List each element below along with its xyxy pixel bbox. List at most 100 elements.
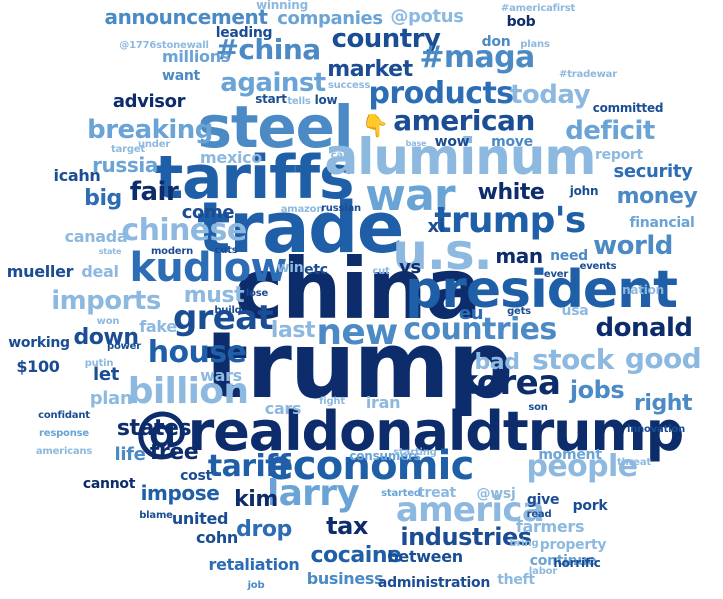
word-cloud-term: market xyxy=(327,57,413,82)
word-cloud-term: etc xyxy=(304,262,328,278)
word-cloud-term: bob xyxy=(506,14,536,30)
word-cloud-term: aluminum xyxy=(324,128,596,186)
word-cloud-term: bad xyxy=(474,350,520,375)
word-cloud-term: leading xyxy=(215,25,273,41)
word-cloud-term: report xyxy=(595,147,643,163)
pointing-hand-emoji-icon: 👇 xyxy=(361,114,389,139)
word-cloud-term: putin xyxy=(84,358,114,369)
word-cloud-term: advisor xyxy=(112,91,186,112)
word-cloud-term: financial xyxy=(629,215,695,231)
word-cloud-term: jobs xyxy=(569,376,625,404)
word-cloud-term: between xyxy=(387,547,463,566)
word-cloud-term: against xyxy=(220,68,326,98)
word-cloud-term: want xyxy=(162,68,200,84)
word-cloud-term: industries xyxy=(400,523,532,551)
word-cloud-term: must xyxy=(183,283,245,308)
word-cloud-term: canada xyxy=(64,227,128,246)
word-cloud-term: steel xyxy=(197,93,353,161)
word-cloud-term: power xyxy=(107,341,141,352)
word-cloud-term: drop xyxy=(236,517,292,542)
word-cloud-term: house xyxy=(147,335,247,370)
word-cloud-term: job xyxy=(247,580,265,591)
word-cloud-term: #americafirst xyxy=(500,3,576,14)
word-cloud-term: people xyxy=(526,449,639,484)
word-cloud-term: china xyxy=(233,240,482,338)
word-cloud-term: stock xyxy=(532,343,614,376)
word-cloud-term: cars xyxy=(264,399,302,418)
word-cloud-term: response xyxy=(39,428,89,439)
word-cloud-term: man xyxy=(495,244,543,268)
word-cloud-term: don xyxy=(481,34,511,50)
word-cloud-term: president xyxy=(405,260,678,320)
word-cloud-term: retaliation xyxy=(208,555,300,574)
word-cloud-term: innovation xyxy=(626,424,686,435)
word-cloud-term: security xyxy=(613,161,693,182)
word-cloud-term: cuts xyxy=(214,245,238,256)
word-cloud-term: cost xyxy=(180,468,212,484)
word-cloud-term: @wsj xyxy=(476,486,516,502)
word-cloud-term: pork xyxy=(572,498,608,514)
word-cloud-term: read xyxy=(526,509,552,520)
word-cloud-term: last xyxy=(270,318,316,343)
word-cloud-term: move xyxy=(491,134,533,150)
word-cloud-term: @1776stonewall xyxy=(119,40,209,51)
word-cloud-term: united xyxy=(171,509,229,528)
word-cloud-term: @potus xyxy=(390,6,464,27)
word-cloud-term: companies xyxy=(277,8,383,29)
word-cloud-term: farmers xyxy=(515,517,585,536)
word-cloud-term: life xyxy=(114,444,146,465)
word-cloud-term: start xyxy=(255,92,287,106)
word-cloud-term: big xyxy=(84,186,122,211)
word-cloud-term: u.s. xyxy=(392,223,492,281)
word-cloud-term: let xyxy=(93,364,119,385)
word-cloud-term: cocaine xyxy=(310,543,402,568)
word-cloud-term: target xyxy=(111,144,145,155)
word-cloud-term: base xyxy=(405,139,427,148)
word-cloud-term: millions xyxy=(162,47,230,66)
word-cloud-term: money xyxy=(616,184,698,209)
word-cloud-term: deficit xyxy=(565,116,655,146)
word-cloud-term: give xyxy=(526,492,560,508)
word-cloud-term: fair xyxy=(129,177,179,207)
word-cloud-term: billion xyxy=(127,371,249,412)
word-cloud-term: starting xyxy=(393,447,437,458)
word-cloud-term: consumers xyxy=(349,449,421,463)
word-cloud-term: administration xyxy=(377,575,491,591)
word-cloud-term: continue xyxy=(529,553,597,569)
word-cloud-term: tells xyxy=(287,96,311,107)
word-cloud-term: horrific xyxy=(553,556,601,570)
word-cloud-term: ever xyxy=(543,269,569,280)
word-cloud-term: john xyxy=(569,184,599,198)
word-cloud-term: theft xyxy=(497,572,535,588)
word-cloud-term: committed xyxy=(592,101,664,115)
word-cloud-term: need xyxy=(550,248,588,264)
word-cloud-term: blame xyxy=(139,510,173,521)
word-cloud-term: right xyxy=(633,391,693,416)
word-cloud-term: russia xyxy=(92,153,158,177)
word-cloud-term: economic xyxy=(266,443,475,489)
word-cloud-term: won xyxy=(96,316,120,327)
word-cloud-term: started xyxy=(381,488,421,499)
word-cloud-term: states xyxy=(116,416,192,441)
word-cloud-term: trump xyxy=(204,312,513,419)
word-cloud-term: world xyxy=(593,231,673,261)
word-cloud-term: threat xyxy=(617,457,651,468)
word-cloud-term: deal xyxy=(81,262,119,281)
word-cloud-term: gets xyxy=(507,306,531,317)
word-cloud-term: free xyxy=(149,440,199,465)
word-cloud-term: white xyxy=(477,180,545,205)
word-cloud-term: fake xyxy=(139,317,177,336)
word-cloud-term: chinese xyxy=(121,213,247,248)
word-cloud-term: confidant xyxy=(38,410,90,421)
word-cloud-term: tariff xyxy=(207,449,291,484)
word-cloud-term: donald xyxy=(595,313,693,343)
word-cloud-term: larry xyxy=(266,473,360,514)
word-cloud-term: trade xyxy=(197,187,404,269)
word-cloud-term: mueller xyxy=(6,262,74,281)
word-cloud-term: icahn xyxy=(53,166,101,185)
word-cloud-term: state xyxy=(98,247,122,256)
word-cloud-term: new xyxy=(316,312,398,353)
word-cloud-term: impose xyxy=(140,481,220,505)
word-cloud-term: labor xyxy=(528,566,558,577)
word-cloud-term: plans xyxy=(520,39,550,50)
